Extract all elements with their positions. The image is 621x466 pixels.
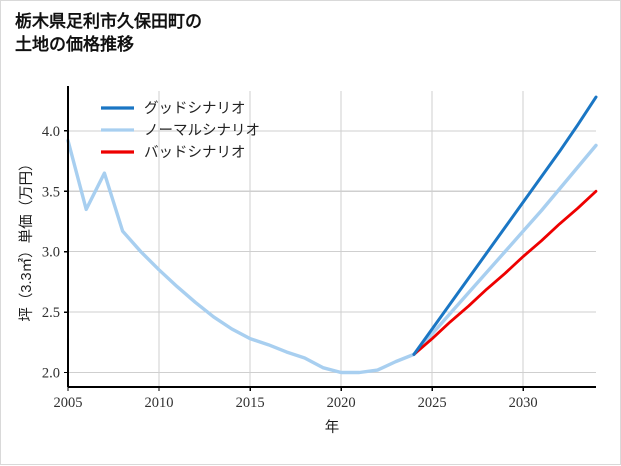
- horizontal-gridlines: [68, 130, 596, 374]
- x-tick-label: 2010: [145, 395, 174, 411]
- y-tick-label: 4.0: [42, 124, 60, 140]
- axis-spines: [66, 86, 596, 389]
- y-tick-label: 3.0: [42, 245, 60, 261]
- x-tick-label: 2020: [327, 395, 356, 411]
- y-tick-label: 2.5: [42, 305, 60, 321]
- series-line-normal: [66, 138, 598, 375]
- legend-label-1: ノーマルシナリオ: [144, 123, 260, 139]
- x-tick-label: 2005: [54, 395, 83, 411]
- x-tick-label: 2025: [418, 395, 447, 411]
- x-axis-ticks: 2005 2010 2015 2020 2025 2030: [54, 387, 538, 411]
- y-axis-title: 坪（3.3㎡）単価（万円）: [18, 156, 35, 321]
- y-tick-label: 2.0: [42, 366, 60, 382]
- series-layer: [66, 95, 598, 375]
- y-axis-ticks: 2.0 2.5 3.0 3.5 4.0: [42, 124, 68, 382]
- series-line-bad: [412, 189, 598, 356]
- chart-title: 栃木県足利市久保田町の 土地の価格推移: [15, 12, 202, 55]
- x-axis-title: 年: [325, 419, 340, 436]
- y-tick-label: 3.5: [42, 184, 60, 200]
- legend-label-2: バッドシナリオ: [144, 145, 246, 161]
- x-tick-label: 2015: [236, 395, 265, 411]
- x-tick-label: 2030: [509, 395, 538, 411]
- legend-label-0: グッドシナリオ: [144, 100, 246, 117]
- series-line-good: [412, 95, 598, 356]
